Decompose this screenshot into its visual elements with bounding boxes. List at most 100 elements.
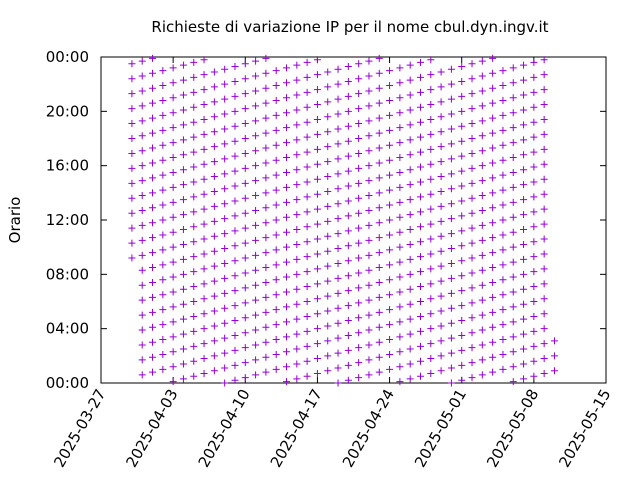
point bbox=[489, 368, 497, 376]
point bbox=[427, 205, 435, 213]
point bbox=[406, 330, 414, 338]
point bbox=[344, 152, 352, 160]
point bbox=[149, 323, 157, 331]
point bbox=[179, 375, 187, 383]
point bbox=[458, 272, 466, 280]
point bbox=[221, 230, 229, 238]
point bbox=[344, 376, 352, 384]
point bbox=[365, 102, 373, 110]
point bbox=[313, 205, 321, 213]
point bbox=[262, 219, 270, 227]
point bbox=[179, 240, 187, 248]
point bbox=[416, 372, 424, 380]
point bbox=[159, 246, 167, 254]
point bbox=[447, 334, 455, 342]
point bbox=[241, 194, 249, 202]
point bbox=[375, 338, 383, 346]
point bbox=[138, 192, 146, 200]
point bbox=[252, 147, 260, 155]
point bbox=[169, 303, 177, 311]
point bbox=[427, 145, 435, 153]
point bbox=[262, 234, 270, 242]
point bbox=[386, 321, 394, 329]
point bbox=[386, 126, 394, 134]
point bbox=[530, 283, 538, 291]
point bbox=[210, 202, 218, 210]
point bbox=[375, 84, 383, 92]
point bbox=[221, 259, 229, 267]
point bbox=[293, 106, 301, 114]
point bbox=[386, 350, 394, 358]
point bbox=[272, 67, 280, 75]
point bbox=[128, 164, 136, 172]
point bbox=[540, 101, 548, 109]
point bbox=[159, 276, 167, 284]
point bbox=[355, 329, 363, 337]
point bbox=[241, 284, 249, 292]
point bbox=[520, 211, 528, 219]
y-tick-label: 00:00 bbox=[46, 48, 89, 66]
point bbox=[344, 107, 352, 115]
point bbox=[386, 171, 394, 179]
x-tick-label: 2025-04-24 bbox=[339, 386, 398, 471]
point bbox=[509, 124, 517, 132]
point bbox=[365, 72, 373, 80]
point bbox=[241, 135, 249, 142]
point bbox=[386, 96, 394, 104]
point bbox=[138, 251, 146, 259]
point bbox=[386, 261, 394, 269]
point bbox=[489, 114, 497, 122]
point bbox=[365, 341, 373, 349]
point bbox=[355, 239, 363, 247]
point bbox=[540, 340, 548, 348]
point bbox=[169, 228, 177, 236]
point bbox=[159, 365, 167, 373]
point bbox=[324, 158, 332, 166]
point bbox=[283, 273, 291, 281]
point bbox=[489, 84, 497, 92]
point bbox=[283, 243, 291, 251]
point bbox=[200, 220, 208, 228]
point bbox=[489, 69, 497, 77]
point bbox=[520, 240, 528, 248]
point bbox=[478, 132, 486, 140]
point bbox=[231, 152, 239, 160]
point bbox=[499, 67, 507, 75]
point bbox=[303, 58, 311, 66]
point bbox=[530, 118, 538, 126]
point bbox=[530, 327, 538, 335]
point bbox=[355, 209, 363, 217]
point bbox=[365, 162, 373, 170]
point bbox=[540, 280, 548, 288]
point bbox=[416, 163, 424, 171]
point bbox=[138, 356, 146, 364]
point bbox=[530, 223, 538, 231]
plot-frame bbox=[100, 56, 607, 384]
point bbox=[313, 145, 321, 153]
point bbox=[200, 145, 208, 153]
point bbox=[489, 293, 497, 301]
point bbox=[262, 69, 270, 77]
point bbox=[334, 259, 342, 267]
point bbox=[324, 352, 332, 360]
point bbox=[210, 262, 218, 270]
point bbox=[159, 291, 167, 299]
point bbox=[293, 211, 301, 219]
point bbox=[478, 72, 486, 80]
point bbox=[520, 166, 528, 174]
point bbox=[303, 327, 311, 335]
point bbox=[509, 154, 517, 162]
point bbox=[272, 365, 280, 373]
point bbox=[231, 167, 239, 175]
point bbox=[489, 159, 497, 167]
x-tick-label: 2025-05-08 bbox=[483, 386, 542, 471]
point bbox=[520, 375, 528, 383]
point bbox=[396, 258, 404, 266]
point bbox=[272, 96, 280, 104]
point bbox=[458, 242, 466, 250]
point bbox=[313, 175, 321, 183]
point bbox=[324, 232, 332, 240]
point bbox=[241, 60, 249, 68]
point bbox=[138, 236, 146, 244]
point bbox=[303, 208, 311, 216]
